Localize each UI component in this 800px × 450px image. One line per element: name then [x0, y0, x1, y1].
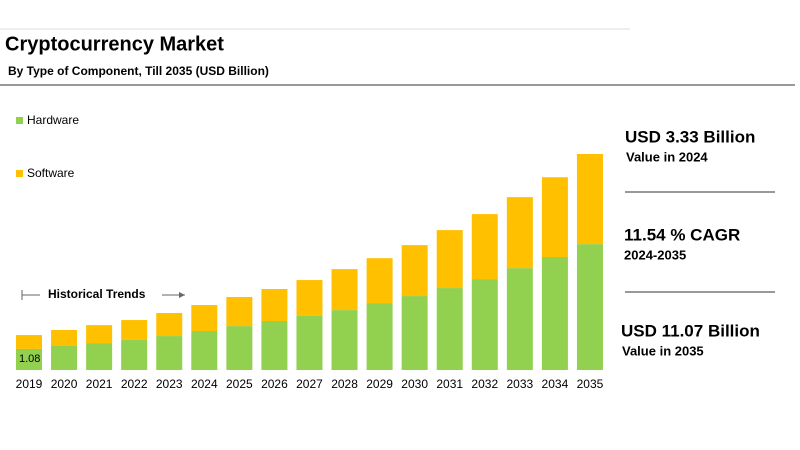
x-tick-label: 2035	[577, 377, 604, 391]
bar-segment	[51, 330, 78, 346]
legend-swatch	[16, 117, 23, 124]
legend-swatch	[16, 170, 23, 177]
bar-segment	[471, 279, 498, 370]
annotation: Historical Trends	[48, 287, 146, 301]
bar-segment	[261, 321, 288, 370]
x-tick-label: 2032	[471, 377, 498, 391]
x-tick-label: 2024	[191, 377, 218, 391]
bar-segment	[331, 269, 358, 311]
highlight-caption: Value in 2035	[622, 343, 704, 358]
bar-segment	[86, 325, 113, 344]
x-tick-label: 2027	[296, 377, 323, 391]
x-tick-label: 2023	[156, 377, 183, 391]
bar-segment	[576, 154, 603, 245]
x-tick-label: 2028	[331, 377, 358, 391]
highlight-headline: USD 11.07 Billion	[621, 321, 760, 340]
bar-segment	[156, 336, 183, 370]
chart-title: Cryptocurrency Market	[5, 33, 224, 55]
chart-subtitle: By Type of Component, Till 2035 (USD Bil…	[8, 64, 269, 78]
x-tick-label: 2019	[16, 377, 43, 391]
bar-segment	[191, 330, 218, 370]
bar-segment	[436, 230, 463, 289]
bar-segment	[51, 346, 78, 370]
bar-segment	[156, 313, 183, 337]
highlight-headline: 11.54 % CAGR	[624, 225, 740, 244]
bar-segment	[506, 268, 533, 370]
bar-segment	[366, 303, 393, 370]
highlight-headline: USD 3.33 Billion	[625, 127, 755, 146]
x-tick-label: 2025	[226, 377, 253, 391]
x-tick-label: 2021	[86, 377, 113, 391]
bar-segment	[296, 280, 323, 316]
x-tick-label: 2030	[401, 377, 428, 391]
legend-label: Hardware	[27, 113, 79, 127]
x-tick-label: 2029	[366, 377, 393, 391]
bar-segment	[331, 310, 358, 370]
bar-segment	[16, 335, 42, 349]
x-tick-label: 2031	[436, 377, 463, 391]
x-tick-label: 2022	[121, 377, 148, 391]
historical-arrow	[21, 290, 185, 300]
bar-segment	[121, 339, 148, 370]
x-tick-label: 2033	[506, 377, 533, 391]
bar-segment	[121, 320, 148, 340]
bar-segment	[541, 177, 568, 258]
bar-segment	[261, 289, 288, 322]
bar-segment	[16, 348, 42, 370]
bar-segment	[576, 244, 603, 370]
bar-segment	[226, 297, 253, 327]
bar-segment	[366, 258, 393, 304]
bar-segment	[86, 343, 113, 370]
highlight-caption: 2024-2035	[624, 247, 686, 262]
x-tick-label: 2026	[261, 377, 288, 391]
bar-segment	[436, 288, 463, 370]
bar-segment	[296, 315, 323, 370]
bar-segment	[401, 245, 428, 297]
data-label: 1.08	[19, 353, 40, 365]
bar-segment	[471, 214, 498, 280]
x-tick-label: 2034	[542, 377, 569, 391]
bar-segment	[541, 257, 568, 370]
bar-segment	[226, 326, 253, 370]
bar-segment	[506, 197, 533, 269]
highlight-caption: Value in 2024	[626, 149, 708, 164]
bar-segment	[401, 296, 428, 370]
legend-label: Software	[27, 166, 75, 180]
bar-segment	[191, 305, 218, 331]
x-tick-label: 2020	[51, 377, 78, 391]
